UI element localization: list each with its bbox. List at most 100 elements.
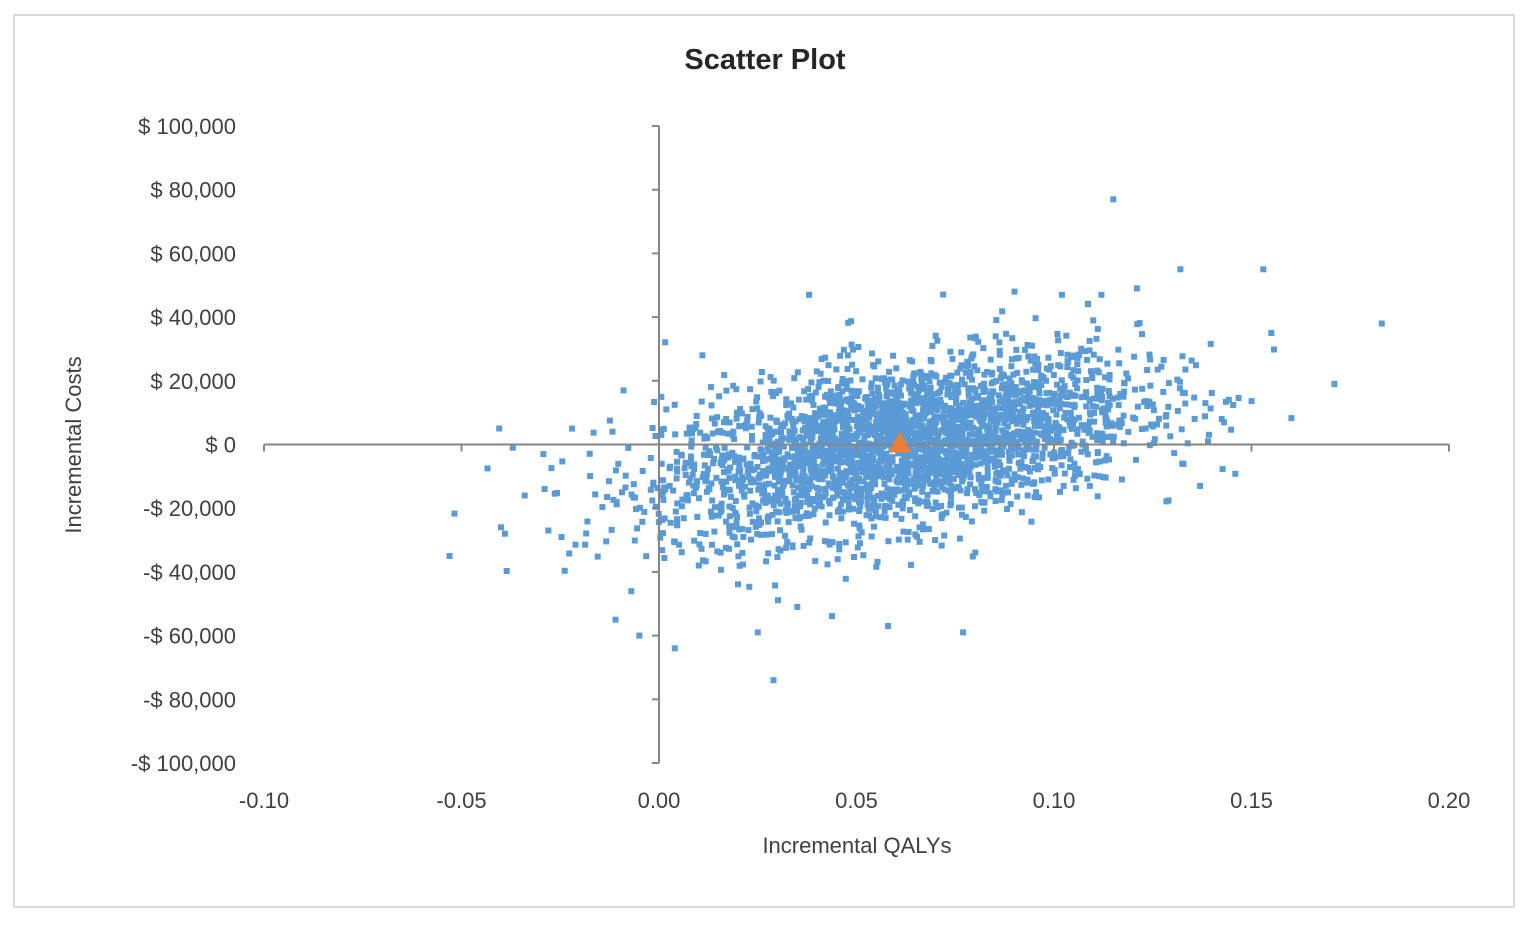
- data-point: [1002, 434, 1009, 441]
- data-point: [678, 549, 685, 556]
- data-point: [769, 511, 776, 518]
- data-point: [1019, 408, 1026, 415]
- data-point: [862, 411, 868, 418]
- data-point: [904, 435, 911, 442]
- data-point: [1089, 433, 1096, 440]
- data-point: [582, 541, 589, 548]
- data-point: [753, 508, 760, 515]
- data-point: [1097, 388, 1104, 395]
- data-point: [1030, 409, 1036, 416]
- data-point: [1025, 445, 1032, 452]
- data-point: [725, 451, 732, 458]
- data-point: [843, 474, 850, 481]
- data-point: [905, 470, 912, 477]
- data-point: [733, 409, 740, 416]
- data-point: [850, 443, 857, 450]
- data-point: [1036, 390, 1043, 397]
- data-point: [1090, 351, 1097, 358]
- data-point: [843, 436, 850, 443]
- data-point: [950, 453, 957, 460]
- data-point: [693, 413, 700, 419]
- data-point: [1058, 291, 1065, 298]
- data-point: [885, 623, 892, 629]
- data-point: [1013, 346, 1020, 353]
- data-point: [987, 410, 994, 417]
- data-point: [676, 541, 683, 548]
- data-point: [938, 503, 945, 509]
- data-point: [943, 465, 950, 472]
- data-point: [663, 406, 670, 413]
- data-point: [935, 457, 942, 464]
- data-point: [1068, 439, 1075, 446]
- data-point: [916, 458, 923, 465]
- data-point: [851, 462, 858, 469]
- data-point: [764, 492, 771, 499]
- data-point: [829, 472, 836, 479]
- data-point: [886, 476, 893, 483]
- data-point: [780, 443, 787, 450]
- data-point: [1205, 438, 1211, 445]
- data-point: [969, 376, 976, 383]
- data-point: [834, 465, 841, 472]
- data-point: [864, 452, 871, 459]
- data-point: [890, 390, 897, 397]
- data-point: [1050, 372, 1057, 378]
- data-point: [1037, 430, 1044, 437]
- data-point: [1202, 400, 1209, 407]
- data-point: [859, 455, 866, 462]
- data-point: [927, 480, 934, 487]
- data-point: [827, 409, 833, 416]
- data-point: [721, 469, 727, 476]
- data-point: [1038, 477, 1045, 484]
- data-point: [868, 384, 875, 391]
- data-point: [967, 368, 974, 375]
- data-point: [749, 406, 756, 413]
- data-point: [690, 490, 697, 497]
- data-point: [796, 503, 803, 510]
- data-point: [922, 453, 929, 460]
- data-point: [807, 535, 814, 542]
- data-point: [1268, 330, 1275, 336]
- data-point: [726, 503, 733, 510]
- data-point: [698, 398, 705, 405]
- data-point: [850, 346, 856, 353]
- data-point: [873, 463, 880, 470]
- data-point: [755, 419, 762, 426]
- data-point: [1067, 409, 1074, 416]
- data-point: [1085, 301, 1091, 307]
- data-point: [628, 588, 635, 595]
- data-point: [762, 481, 769, 488]
- data-point: [886, 368, 892, 375]
- data-point: [862, 463, 869, 470]
- data-point: [912, 458, 919, 464]
- data-point: [762, 472, 769, 479]
- data-point: [772, 582, 779, 589]
- data-point: [814, 475, 821, 481]
- data-point: [826, 497, 832, 504]
- data-point: [838, 515, 845, 522]
- data-point: [795, 455, 802, 462]
- data-point: [1044, 415, 1051, 422]
- data-point: [1181, 390, 1188, 397]
- data-point: [1033, 446, 1040, 453]
- data-point: [586, 450, 593, 457]
- data-point: [881, 417, 888, 424]
- data-point: [772, 471, 779, 478]
- data-point: [749, 500, 756, 507]
- data-point: [968, 458, 975, 465]
- data-point: [931, 413, 938, 420]
- data-point: [636, 504, 643, 511]
- data-point: [789, 432, 796, 439]
- data-point: [920, 483, 927, 490]
- data-point: [891, 433, 898, 440]
- data-point: [1035, 362, 1042, 368]
- data-point: [835, 444, 842, 451]
- data-point: [928, 418, 935, 425]
- data-point: [654, 485, 661, 492]
- data-point: [916, 443, 923, 450]
- data-point: [970, 451, 977, 458]
- data-point: [808, 469, 815, 476]
- data-point: [1021, 395, 1028, 402]
- data-point: [1020, 475, 1027, 482]
- data-point: [1000, 443, 1007, 450]
